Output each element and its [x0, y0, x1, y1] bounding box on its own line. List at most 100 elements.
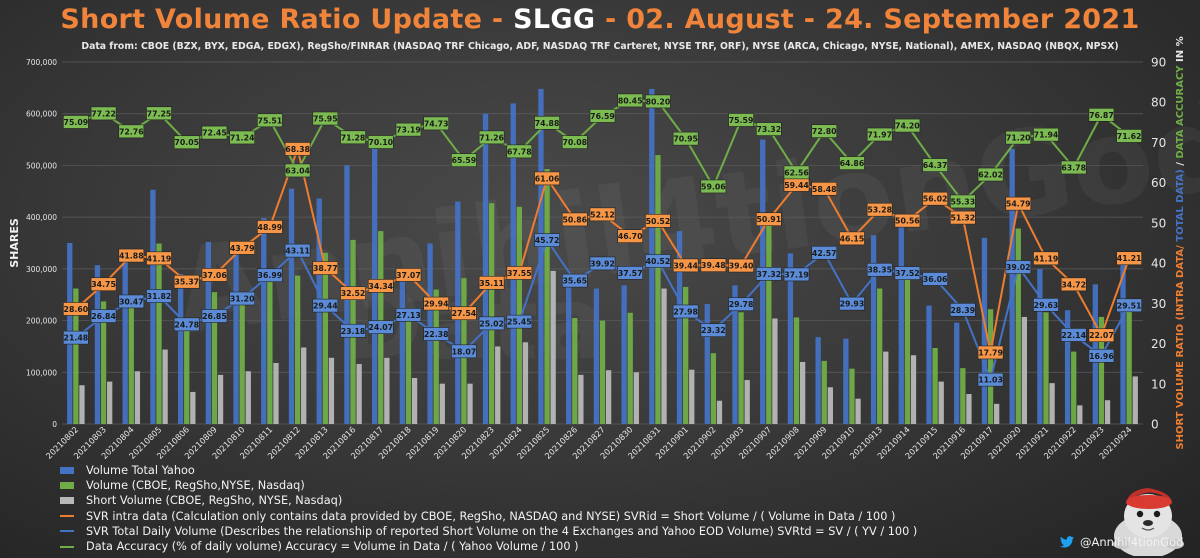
- data-label-text: 21.48: [64, 334, 89, 343]
- twitter-handle-text: @Annihil4tionGod: [1080, 535, 1184, 549]
- data-label-text: 27.54: [452, 309, 477, 318]
- data-label-box: [1033, 251, 1059, 266]
- bar-data: [821, 360, 827, 424]
- bar-short: [1049, 383, 1055, 424]
- bar-yahoo: [898, 214, 904, 424]
- data-label-box: [340, 130, 366, 145]
- data-label-text: 63.04: [285, 166, 310, 175]
- data-label-text: 76.87: [1089, 111, 1114, 120]
- bar-data: [793, 317, 800, 424]
- y-right-tick-label: 20: [1151, 337, 1166, 351]
- legend-item: Volume (CBOE, RegSho,NYSE, Nasdaq): [60, 478, 917, 493]
- data-label-text: 36.06: [923, 275, 948, 284]
- data-label-box: [700, 258, 727, 273]
- data-label-text: 29.63: [1034, 301, 1059, 310]
- data-label-text: 75.59: [729, 116, 754, 125]
- data-label-text: 72.76: [119, 127, 144, 136]
- data-label-box: [173, 317, 200, 332]
- bar-yahoo: [787, 253, 794, 424]
- bar-data: [627, 312, 633, 424]
- data-label-text: 28.60: [64, 305, 89, 314]
- data-label-svr-total: 35.65: [561, 273, 588, 288]
- data-label-accuracy: 77.22: [90, 106, 117, 121]
- data-label-text: 29.93: [840, 300, 865, 309]
- data-label-svr-intra: 52.12: [589, 207, 616, 222]
- data-label-box: [1116, 298, 1142, 313]
- legend-item: SVR intra data (Calculation only contain…: [60, 509, 917, 524]
- bar-yahoo: [261, 218, 267, 424]
- data-label-svr-intra: 37.55: [506, 266, 533, 280]
- bar-data: [128, 297, 134, 424]
- bar-short: [1132, 376, 1138, 424]
- data-label-accuracy: 67.78: [506, 144, 533, 159]
- data-label-text: 50.91: [756, 215, 781, 224]
- data-label-svr-total: 36.99: [257, 268, 283, 283]
- data-label-box: [201, 309, 228, 323]
- data-label-text: 64.86: [840, 159, 865, 168]
- data-label-accuracy: 74.73: [423, 116, 449, 131]
- y-right-tick-label: 60: [1151, 176, 1166, 190]
- y-left-tick-label: 700,000: [26, 58, 57, 67]
- data-label-svr-total: 29.44: [312, 298, 338, 313]
- data-label-accuracy: 75.09: [63, 115, 89, 129]
- bar-short: [994, 403, 1000, 424]
- data-label-box: [257, 113, 283, 128]
- data-label-box: [284, 142, 311, 156]
- data-label-box: [340, 286, 366, 300]
- bar-data: [987, 309, 994, 424]
- data-label-text: 11.03: [978, 376, 1003, 385]
- bar-data: [877, 288, 883, 424]
- legend-label: SVR Total Daily Volume (Describes the re…: [86, 524, 918, 538]
- data-label-svr-intra: 41.88: [118, 248, 145, 263]
- data-label-box: [146, 251, 172, 266]
- data-label-box: [423, 296, 449, 311]
- bar-short: [495, 346, 501, 424]
- bar-yahoo: [177, 274, 184, 424]
- data-label-box: [922, 191, 948, 206]
- data-label-text: 31.82: [147, 292, 172, 301]
- legend: Volume Total Yahoo Volume (CBOE, RegSho,N…: [60, 463, 917, 554]
- data-label-box: [367, 135, 394, 149]
- bar-data: [849, 368, 855, 424]
- legend-swatch: [60, 497, 74, 505]
- data-label-svr-intra: 32.52: [340, 286, 366, 300]
- data-label-box: [839, 231, 865, 246]
- data-label-text: 23.18: [341, 327, 366, 336]
- data-label-text: 46.15: [840, 234, 865, 243]
- data-label-text: 37.52: [895, 269, 920, 278]
- data-label-text: 18.07: [452, 347, 477, 356]
- bar-short: [328, 357, 335, 424]
- data-label-box: [395, 122, 422, 137]
- bar-data: [710, 353, 717, 424]
- data-label-box: [756, 122, 782, 136]
- y-left-tick-label: 600,000: [26, 110, 57, 119]
- data-label-text: 34.75: [91, 280, 116, 289]
- data-label-box: [950, 210, 976, 225]
- data-label-text: 63.78: [1061, 163, 1086, 172]
- data-label-text: 64.37: [923, 161, 948, 170]
- data-label-text: 46.70: [618, 232, 643, 241]
- data-label-box: [561, 212, 588, 227]
- data-label-box: [839, 156, 865, 170]
- data-label-svr-total: 43.11: [284, 243, 311, 258]
- data-label-accuracy: 74.20: [894, 118, 920, 133]
- data-label-text: 43.79: [230, 244, 255, 253]
- bar-yahoo: [1009, 148, 1015, 424]
- legend-label: Short Volume (CBOE, RegSho, NYSE, Nasdaq…: [86, 494, 343, 508]
- data-label-box: [1116, 129, 1142, 143]
- legend-item: Data Accuracy (% of daily volume) Accura…: [60, 539, 917, 554]
- y-left-tick-label: 500,000: [26, 161, 57, 170]
- twitter-handle[interactable]: @Annihil4tionGod: [1060, 535, 1183, 549]
- data-label-text: 24.78: [174, 320, 199, 329]
- bar-short: [301, 347, 307, 424]
- data-label-svr-intra: 29.94: [423, 296, 449, 311]
- data-label-box: [201, 125, 228, 140]
- data-label-svr-total: 31.20: [229, 291, 255, 306]
- bar-data: [599, 320, 606, 424]
- data-label-accuracy: 76.87: [1088, 108, 1115, 122]
- data-label-accuracy: 63.78: [1060, 160, 1087, 175]
- data-label-box: [617, 93, 644, 108]
- data-label-text: 41.21: [1117, 254, 1142, 263]
- bar-short: [522, 342, 529, 424]
- data-label-box: [257, 268, 283, 283]
